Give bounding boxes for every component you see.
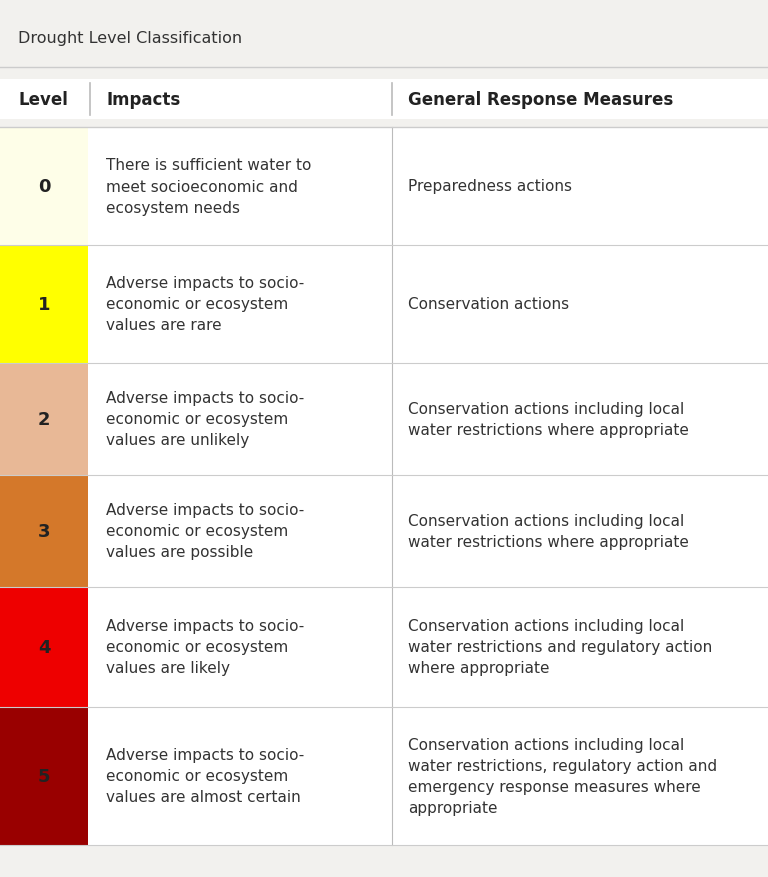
Text: Adverse impacts to socio-
economic or ecosystem
values are unlikely: Adverse impacts to socio- economic or ec… xyxy=(106,391,304,448)
Bar xyxy=(88,588,768,707)
Text: 2: 2 xyxy=(38,410,50,429)
Text: Conservation actions including local
water restrictions where appropriate: Conservation actions including local wat… xyxy=(408,402,689,438)
Text: Level: Level xyxy=(18,91,68,109)
Text: Adverse impacts to socio-
economic or ecosystem
values are almost certain: Adverse impacts to socio- economic or ec… xyxy=(106,748,304,804)
Text: Adverse impacts to socio-
economic or ecosystem
values are rare: Adverse impacts to socio- economic or ec… xyxy=(106,276,304,333)
Bar xyxy=(0,588,88,707)
Bar xyxy=(0,364,88,475)
Text: Conservation actions including local
water restrictions, regulatory action and
e: Conservation actions including local wat… xyxy=(408,738,717,815)
Bar xyxy=(88,707,768,845)
Bar xyxy=(0,80,768,120)
Text: There is sufficient water to
meet socioeconomic and
ecosystem needs: There is sufficient water to meet socioe… xyxy=(106,159,311,215)
Text: Preparedness actions: Preparedness actions xyxy=(408,179,572,195)
Text: Impacts: Impacts xyxy=(106,91,180,109)
Text: 4: 4 xyxy=(38,638,50,656)
Text: 5: 5 xyxy=(38,767,50,785)
Text: Conservation actions: Conservation actions xyxy=(408,297,569,312)
Text: Conservation actions including local
water restrictions where appropriate: Conservation actions including local wat… xyxy=(408,513,689,549)
Bar xyxy=(88,246,768,364)
Text: Adverse impacts to socio-
economic or ecosystem
values are likely: Adverse impacts to socio- economic or ec… xyxy=(106,619,304,676)
Text: Adverse impacts to socio-
economic or ecosystem
values are possible: Adverse impacts to socio- economic or ec… xyxy=(106,503,304,560)
Text: 3: 3 xyxy=(38,523,50,540)
Bar xyxy=(0,128,88,246)
Text: Drought Level Classification: Drought Level Classification xyxy=(18,31,242,46)
Text: General Response Measures: General Response Measures xyxy=(408,91,674,109)
Bar xyxy=(0,707,88,845)
Text: Conservation actions including local
water restrictions and regulatory action
wh: Conservation actions including local wat… xyxy=(408,619,712,676)
Text: 1: 1 xyxy=(38,296,50,314)
Bar xyxy=(0,246,88,364)
Bar xyxy=(88,364,768,475)
Bar xyxy=(0,475,88,588)
Bar xyxy=(88,475,768,588)
Bar xyxy=(88,128,768,246)
Text: 0: 0 xyxy=(38,178,50,196)
